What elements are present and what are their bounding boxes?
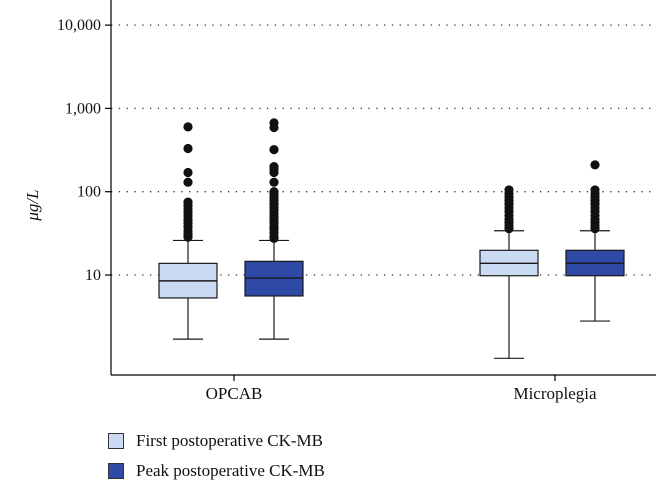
legend: First postoperative CK-MB Peak postopera…: [108, 428, 325, 488]
y-tick-label: 10,000: [57, 17, 101, 34]
outlier-point: [269, 122, 279, 133]
outlier-point: [269, 233, 279, 244]
box-first-opcab: [158, 122, 218, 340]
outlier-point: [269, 145, 279, 155]
axes: [110, 0, 656, 376]
y-tick-label: 10: [85, 267, 101, 284]
outlier-point: [504, 224, 514, 234]
category-label-opcab: OPCAB: [206, 384, 263, 403]
legend-swatch-peak: [108, 462, 124, 479]
legend-label-first: First postoperative CK-MB: [136, 430, 323, 450]
category-labels: OPCAB Microplegia: [206, 384, 597, 403]
outlier-point: [183, 167, 193, 178]
box-peak-microplegia: [565, 160, 625, 322]
box-peak-opcab: [244, 118, 304, 340]
boxes: [158, 118, 625, 359]
y-axis-ticks: 10 100 1,000 10,000: [57, 17, 556, 381]
category-label-microplegia: Microplegia: [513, 384, 597, 403]
legend-label-peak: Peak postoperative CK-MB: [136, 460, 325, 480]
outlier-point: [183, 177, 193, 187]
legend-item-first: First postoperative CK-MB: [108, 428, 325, 453]
box-plot-chart: 10 100 1,000 10,000 μg/L OPCAB Microplegia: [23, 0, 656, 403]
outlier-point: [183, 143, 193, 154]
outlier-point: [269, 167, 279, 178]
y-tick-label: 100: [77, 184, 101, 201]
box-first-microplegia: [479, 185, 539, 359]
gridlines: [111, 24, 656, 276]
y-axis-label: μg/L: [23, 189, 42, 221]
legend-swatch-first: [108, 432, 124, 449]
outlier-point: [269, 177, 279, 187]
outlier-point: [590, 160, 600, 170]
legend-item-peak: Peak postoperative CK-MB: [108, 458, 325, 483]
outlier-point: [183, 232, 193, 242]
outlier-point: [183, 122, 193, 132]
y-tick-label: 1,000: [65, 100, 101, 117]
outlier-point: [590, 224, 600, 234]
